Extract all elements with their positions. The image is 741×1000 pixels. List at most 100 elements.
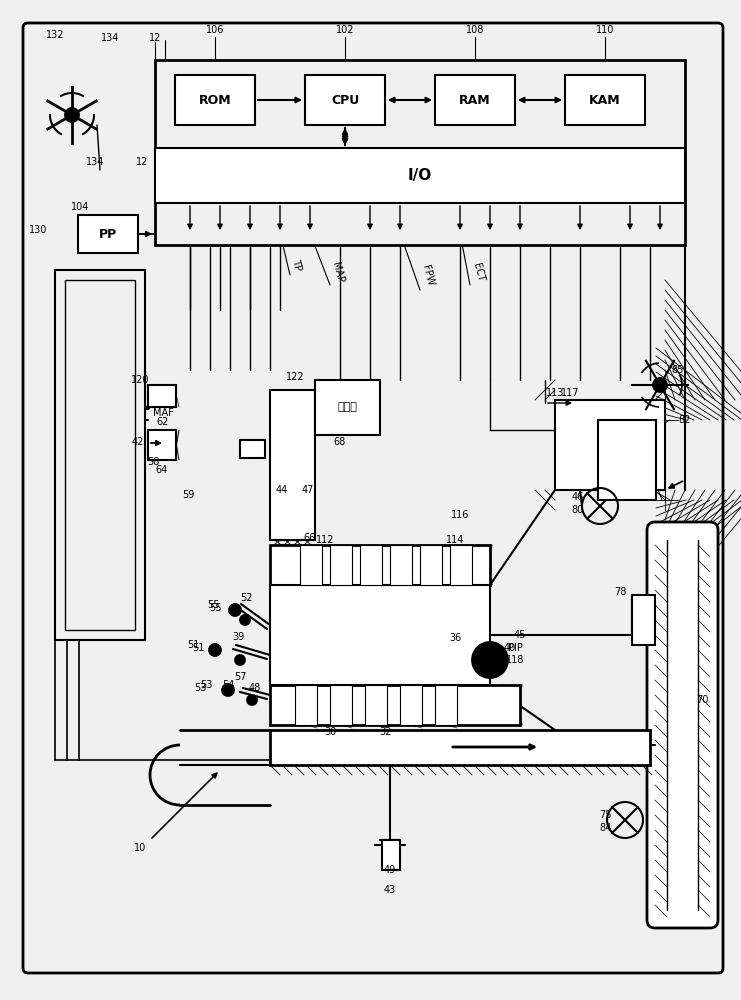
Bar <box>365 685 387 725</box>
Text: 116: 116 <box>451 510 469 520</box>
Text: 36: 36 <box>449 633 461 643</box>
Text: 51: 51 <box>187 640 199 650</box>
Text: 118: 118 <box>506 655 524 665</box>
Text: 68: 68 <box>334 437 346 447</box>
Bar <box>632 595 655 645</box>
Bar <box>270 730 650 765</box>
Text: 57: 57 <box>233 672 246 682</box>
Text: 32: 32 <box>379 727 391 737</box>
Text: 117: 117 <box>561 388 579 398</box>
Text: 130: 130 <box>29 225 47 235</box>
Text: 106: 106 <box>206 25 225 35</box>
Text: FPW: FPW <box>420 263 436 287</box>
Bar <box>78 215 138 253</box>
Bar <box>555 400 665 490</box>
Text: ECT: ECT <box>471 262 485 282</box>
Text: 44: 44 <box>276 485 288 495</box>
Bar <box>315 380 380 435</box>
Bar <box>148 430 176 460</box>
Text: 114: 114 <box>446 535 464 545</box>
Bar <box>565 75 645 125</box>
Circle shape <box>235 655 245 665</box>
Text: 104: 104 <box>71 202 89 212</box>
Text: 43: 43 <box>384 885 396 895</box>
Bar <box>330 545 352 585</box>
Text: 40: 40 <box>504 643 516 653</box>
Text: PP: PP <box>99 228 117 240</box>
Circle shape <box>240 615 250 625</box>
Text: MAP: MAP <box>330 261 345 283</box>
FancyBboxPatch shape <box>23 23 723 973</box>
Text: 12: 12 <box>149 33 162 43</box>
Text: 134: 134 <box>86 157 104 167</box>
Text: 55: 55 <box>207 600 219 610</box>
Text: 66: 66 <box>304 533 316 543</box>
Text: 30: 30 <box>324 727 336 737</box>
Text: 51: 51 <box>192 643 205 653</box>
Bar <box>382 840 400 870</box>
Text: 70: 70 <box>696 695 708 705</box>
Bar <box>305 75 385 125</box>
Text: 59: 59 <box>182 490 194 500</box>
Text: KAM: KAM <box>589 94 621 106</box>
Text: 122: 122 <box>286 372 305 382</box>
Bar <box>435 685 457 725</box>
Bar <box>450 545 472 585</box>
Circle shape <box>247 695 257 705</box>
FancyBboxPatch shape <box>647 522 718 928</box>
Bar <box>295 685 317 725</box>
Text: 54: 54 <box>222 680 234 690</box>
Text: 108: 108 <box>466 25 484 35</box>
Text: 75: 75 <box>599 810 611 820</box>
Text: 47: 47 <box>302 485 314 495</box>
Text: 52: 52 <box>240 593 252 603</box>
Text: CPU: CPU <box>331 94 359 106</box>
Text: MAF: MAF <box>153 408 173 418</box>
Text: 78: 78 <box>614 587 626 597</box>
Text: 85: 85 <box>672 365 684 375</box>
Text: ROM: ROM <box>199 94 231 106</box>
Text: 39: 39 <box>232 632 244 642</box>
Text: PIP: PIP <box>508 643 522 653</box>
Text: 102: 102 <box>336 25 354 35</box>
Text: 49: 49 <box>384 865 396 875</box>
Circle shape <box>65 108 79 122</box>
Circle shape <box>653 378 667 392</box>
Text: 80: 80 <box>572 505 584 515</box>
Text: 134: 134 <box>101 33 119 43</box>
Circle shape <box>222 684 234 696</box>
Text: 120: 120 <box>130 375 149 385</box>
Text: 45: 45 <box>514 630 526 640</box>
Text: I/O: I/O <box>408 168 432 183</box>
Bar <box>270 585 490 685</box>
Bar <box>155 60 685 245</box>
Bar <box>435 75 515 125</box>
Text: 53: 53 <box>194 683 206 693</box>
Text: 10: 10 <box>134 843 146 853</box>
Circle shape <box>69 112 75 118</box>
Text: 驱动器: 驱动器 <box>338 402 357 412</box>
Bar <box>330 685 352 725</box>
Text: 48: 48 <box>249 683 261 693</box>
Circle shape <box>657 382 663 388</box>
Bar <box>420 545 442 585</box>
Text: 110: 110 <box>596 25 614 35</box>
Bar <box>360 545 382 585</box>
Circle shape <box>209 644 221 656</box>
Text: 113: 113 <box>546 388 564 398</box>
Bar <box>65 280 135 630</box>
Bar <box>270 545 490 585</box>
Text: 55: 55 <box>209 603 222 613</box>
Text: 58: 58 <box>147 457 159 467</box>
Bar <box>270 685 520 725</box>
Text: 12: 12 <box>136 157 148 167</box>
Text: 62: 62 <box>157 417 169 427</box>
Text: 82: 82 <box>679 415 691 425</box>
Text: 112: 112 <box>316 535 334 545</box>
Bar <box>400 685 422 725</box>
Circle shape <box>472 642 508 678</box>
Bar <box>240 440 265 458</box>
Text: 132: 132 <box>46 30 64 40</box>
Bar <box>148 385 176 407</box>
Bar <box>300 545 322 585</box>
